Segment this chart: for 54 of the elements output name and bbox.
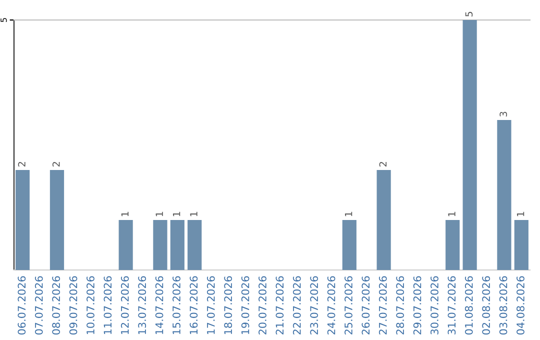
x-tick-label: 29.07.2026 [413,276,422,334]
x-tick-label: 16.07.2026 [190,276,198,334]
data-label: 2 [379,162,386,167]
x-tick-label: 20.07.2026 [258,276,266,334]
x-tick-label: 04.08.2026 [516,276,524,335]
bar [50,170,64,270]
bar [462,20,477,270]
data-label: 1 [344,212,352,216]
bar [153,220,168,270]
data-label: 2 [52,162,60,167]
x-tick-label: 28.07.2026 [396,276,404,334]
data-label: 1 [448,212,456,216]
x-tick-label: 27.07.2026 [378,276,387,334]
x-tick-label: 31.07.2026 [448,276,456,334]
data-label: 3 [500,112,508,116]
x-tick-label: 10.07.2026 [86,276,94,334]
x-tick-label: 30.07.2026 [430,276,438,334]
bar [188,220,202,270]
bar [497,120,512,270]
data-label: 2 [18,162,26,167]
x-tick-label: 14.07.2026 [155,276,164,334]
x-tick-label: 23.07.2026 [310,276,318,334]
data-label: 1 [516,212,524,216]
x-tick-label: 18.07.2026 [224,276,232,334]
x-tick-label: 12.07.2026 [120,276,129,334]
x-tick-label: 21.07.2026 [276,276,284,334]
x-tick-label: 02.08.2026 [482,276,490,335]
x-tick-label: 03.08.2026 [499,276,508,335]
data-label: 5 [465,12,473,16]
bar [342,220,356,270]
x-tick-label: 24.07.2026 [327,276,336,334]
x-tick-label: 25.07.2026 [344,276,352,334]
x-tick-label: 01.08.2026 [464,276,473,335]
data-label: 1 [190,212,198,216]
x-tick-label: 15.07.2026 [172,276,180,334]
bar [118,220,133,270]
x-tick-label: 07.07.2026 [34,276,43,335]
bar [376,170,391,270]
data-label: 1 [121,212,128,216]
x-tick-label: 11.07.2026 [104,276,112,334]
x-tick-label: 17.07.2026 [206,276,215,334]
bar [446,220,460,270]
x-tick-label: 26.07.2026 [362,276,370,334]
x-tick-label: 06.07.2026 [18,276,26,335]
bar [514,220,528,270]
x-tick-label: 08.07.2026 [52,276,60,335]
x-tick-label: 19.07.2026 [241,276,250,334]
x-tick-label: 13.07.2026 [138,276,146,334]
bar [16,170,30,270]
x-tick-label: 22.07.2026 [292,276,301,334]
data-label: 1 [156,212,163,216]
x-tick-label: 09.07.2026 [69,276,78,335]
data-label: 1 [172,212,180,216]
bar [170,220,184,270]
